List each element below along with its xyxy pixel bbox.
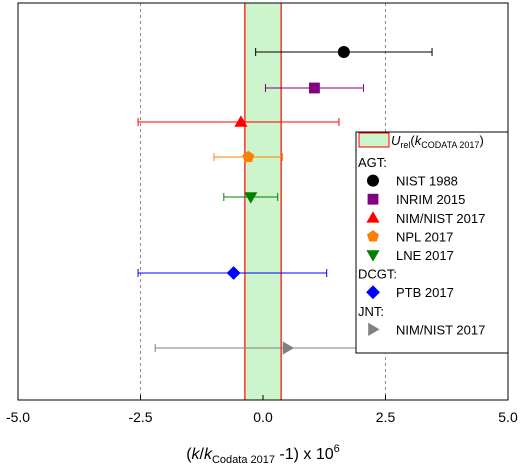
data-point-6 [282,341,295,355]
legend-band-label-part-2: ( [410,133,415,148]
legend-box: Urel(kCODATA 2017) AGT: NIST 1988 INRIM 201… [355,131,509,354]
legend-label-5: PTB 2017 [396,285,454,300]
legend-marker-6 [368,322,380,336]
legend-band-swatch [358,132,390,148]
series-0 [255,46,433,58]
legend-group-6: DCGT: [358,267,397,282]
legend-border [355,131,509,354]
legend-band-label-part-5: ) [479,133,483,148]
series-3 [213,150,284,163]
data-point-5 [226,266,241,280]
legend-band-label-part-4: CODATA 2017 [421,140,479,150]
x-tick-label-2: 0.0 [253,409,273,425]
legend-marker-2 [366,211,380,223]
legend-label-2: NIM/NIST 2017 [396,211,485,226]
legend-marker-5 [366,285,380,300]
x-tick-label-1: -2.5 [128,409,152,425]
data-series [137,46,433,355]
series-5 [137,266,328,280]
legend-marker-3 [367,230,379,242]
series-2 [137,115,340,127]
legend-marker-0 [367,174,379,187]
data-point-1 [309,82,320,94]
legend-band-label: Urel(kCODATA 2017) [391,133,484,150]
data-point-3 [242,150,255,163]
x-tick-label-0: -5.0 [6,409,30,425]
legend-label-0: NIST 1988 [396,174,458,189]
x-axis-ticks: -5.0 -2.5 0.0 2.5 5.0 [6,395,518,425]
x-tick-label-3: 2.5 [376,409,396,425]
legend: Urel(kCODATA 2017) AGT: NIST 1988 INRIM 201… [355,131,509,354]
legend-marker-1 [367,193,379,205]
legend-group-8: JNT: [358,304,384,319]
legend-band-label-part-3: k [415,133,423,148]
legend-band-label-part-0: U [391,133,401,148]
data-point-4 [244,192,258,204]
series-1 [264,82,364,94]
legend-label-4: LNE 2017 [396,248,454,263]
x-axis-label: (k/kCodata 2017 -1) x 106 [186,443,340,466]
legend-label-3: NPL 2017 [396,229,453,244]
legend-label-6: NIM/NIST 2017 [396,322,485,337]
x-tick-label-4: 5.0 [498,409,518,425]
legend-label-1: INRIM 2015 [396,192,465,207]
data-point-0 [337,46,350,58]
series-4 [223,192,279,204]
legend-group-0: AGT: [358,155,387,170]
legend-band-label-part-1: rel [400,140,410,150]
legend-marker-4 [366,250,380,262]
data-point-2 [234,115,248,127]
